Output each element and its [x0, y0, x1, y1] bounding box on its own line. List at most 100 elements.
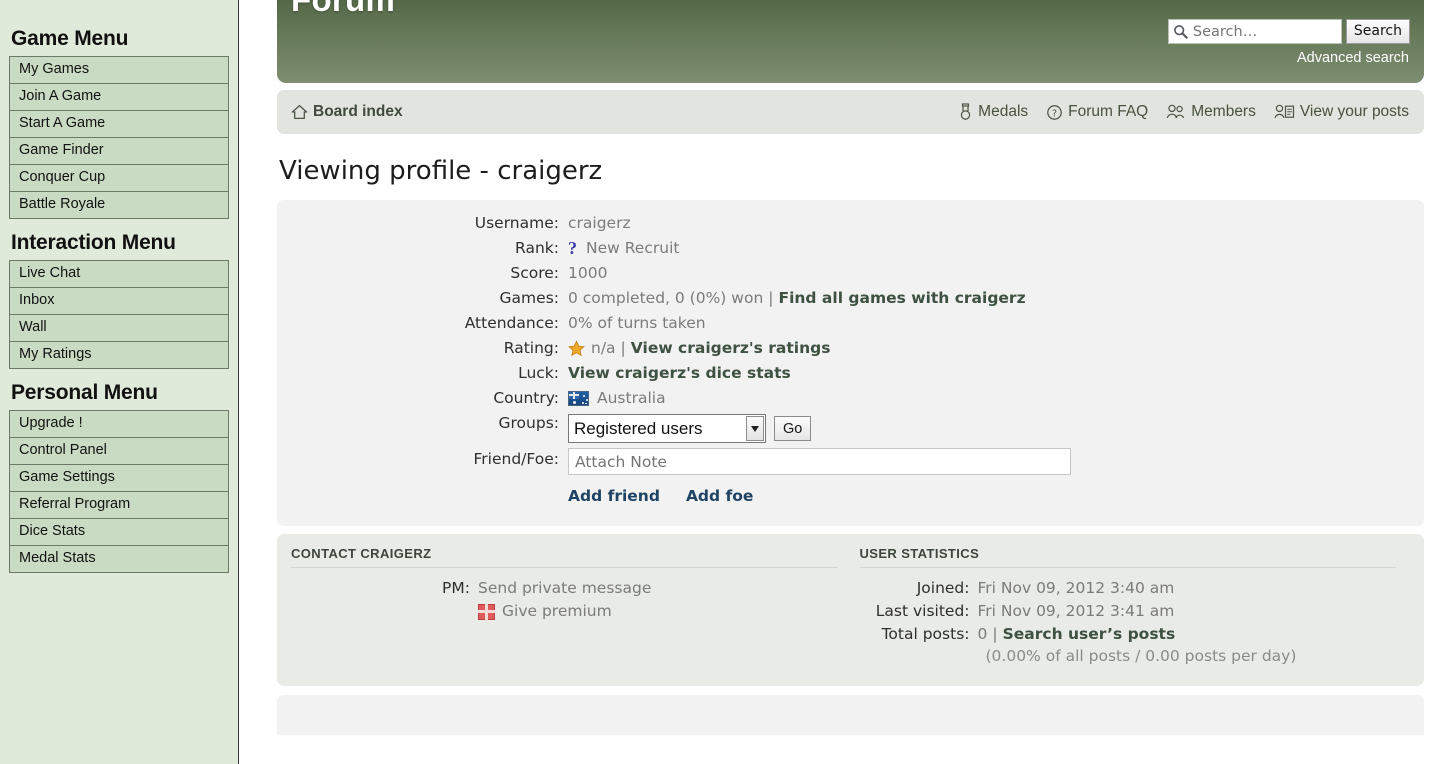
members-icon — [1166, 104, 1186, 120]
groups-select-box[interactable]: Registered users — [568, 414, 766, 443]
profile-value-rank: ? New Recruit — [568, 237, 679, 259]
nav-item-medals[interactable]: Medals — [958, 103, 1028, 121]
advanced-search-link[interactable]: Advanced search — [1296, 50, 1409, 66]
profile-row-username: Username: craigerz — [295, 212, 1406, 234]
profile-label-score: Score: — [510, 264, 559, 282]
forum-header: Forum Search Advanced search — [277, 0, 1424, 83]
add-friend-link[interactable]: Add friend — [568, 487, 660, 505]
view-dice-stats-link[interactable]: View craigerz's dice stats — [568, 364, 791, 382]
give-premium-link[interactable]: Give premium — [502, 602, 612, 620]
nav-item-view-your-posts[interactable]: View your posts — [1274, 103, 1409, 121]
find-all-games-link[interactable]: Find all games with craigerz — [778, 289, 1026, 307]
sidebar-item-start-a-game[interactable]: Start A Game — [10, 111, 228, 138]
contact-label-pm: PM: — [442, 579, 470, 597]
search-user-posts-link[interactable]: Search user’s posts — [1002, 625, 1176, 643]
sidebar-item-game-finder[interactable]: Game Finder — [10, 138, 228, 165]
navbar-right: Medals ? Forum FAQ — [940, 103, 1409, 121]
search-box[interactable] — [1167, 19, 1342, 44]
sidebar-item-live-chat[interactable]: Live Chat — [10, 261, 228, 288]
sidebar-item-referral-program[interactable]: Referral Program — [10, 492, 228, 519]
sidebar-item-my-ratings[interactable]: My Ratings — [10, 342, 228, 368]
sidebar-item-my-games[interactable]: My Games — [10, 57, 228, 84]
question-icon: ? — [1046, 104, 1063, 121]
sidebar-top-clipped-row — [0, 0, 238, 8]
add-foe-link[interactable]: Add foe — [685, 487, 754, 505]
profile-value-score: 1000 — [568, 264, 608, 282]
nav-item-forum-faq-label: Forum FAQ — [1068, 103, 1149, 120]
profile-row-groups: Groups: Registered users Go — [295, 412, 1406, 445]
sidebar-section-interaction-menu: Interaction Menu Live Chat Inbox Wall My… — [0, 231, 238, 369]
sidebar-item-wall[interactable]: Wall — [10, 315, 228, 342]
profile-label-username: Username: — [474, 214, 559, 232]
profile-value-groups: Registered users Go — [568, 412, 812, 445]
profile-row-friendfoe: Friend/Foe: — [295, 448, 1406, 475]
svg-text:?: ? — [1052, 108, 1057, 119]
profile-row-games: Games: 0 completed, 0 (0%) won | Find al… — [295, 287, 1406, 309]
groups-go-button[interactable]: Go — [774, 416, 812, 441]
navbar-left: Board index — [291, 103, 420, 121]
sidebar-item-join-a-game[interactable]: Join A Game — [10, 84, 228, 111]
profile-country-label: Australia — [597, 389, 666, 407]
search-input[interactable] — [1192, 20, 1341, 43]
send-private-message-link[interactable]: Send private message — [478, 579, 652, 597]
sidebar-item-medal-stats[interactable]: Medal Stats — [10, 546, 228, 572]
profile-label-attendance: Attendance: — [464, 314, 559, 332]
view-ratings-link[interactable]: View craigerz's ratings — [630, 339, 831, 357]
navbar: Board index Medals — [277, 90, 1424, 134]
nav-item-forum-faq[interactable]: ? Forum FAQ — [1046, 103, 1148, 121]
profile-row-country: Country: Australia — [295, 387, 1406, 409]
australia-flag-icon — [568, 390, 589, 406]
profile-label-groups: Groups: — [498, 414, 560, 432]
sidebar-list-game-menu: My Games Join A Game Start A Game Game F… — [9, 56, 229, 219]
search-area: Search — [1167, 19, 1410, 44]
statistics-label-last-visited: Last visited: — [875, 602, 970, 620]
statistics-row-joined: Joined: Fri Nov 09, 2012 3:40 am — [860, 578, 1397, 599]
sidebar-item-game-settings[interactable]: Game Settings — [10, 465, 228, 492]
posts-icon — [1274, 104, 1295, 120]
page-title: Viewing profile - craigerz — [279, 156, 603, 186]
total-posts-count: 0 — [977, 625, 988, 643]
nav-item-board-index[interactable]: Board index — [291, 103, 403, 121]
sidebar-list-personal-menu: Upgrade ! Control Panel Game Settings Re… — [9, 410, 229, 573]
profile-row-friend-actions: Add friend Add foe — [295, 485, 1406, 507]
profile-label-rating: Rating: — [503, 339, 559, 357]
profile-label-games: Games: — [499, 289, 559, 307]
sidebar-item-dice-stats[interactable]: Dice Stats — [10, 519, 228, 546]
sidebar-heading-interaction-menu: Interaction Menu — [11, 231, 176, 254]
main-content: Forum Search Advanced search — [239, 0, 1438, 764]
gift-icon — [478, 603, 495, 621]
next-panel-clipped — [277, 695, 1424, 735]
profile-row-rating: Rating: n/a | View craigerz's ratings — [295, 337, 1406, 359]
contact-statistics-panel: CONTACT CRAIGERZ PM: Send private messag… — [277, 534, 1424, 686]
attach-note-input[interactable] — [568, 448, 1071, 475]
profile-rating-separator: | — [620, 339, 626, 357]
sidebar-section-game-menu: Game Menu My Games Join A Game Start A G… — [0, 27, 238, 219]
profile-label-luck: Luck: — [518, 364, 559, 382]
sidebar-heading-personal-menu: Personal Menu — [11, 381, 158, 404]
sidebar-list-interaction-menu: Live Chat Inbox Wall My Ratings — [9, 260, 229, 369]
profile-value-games: 0 completed, 0 (0%) won | Find all games… — [568, 287, 1026, 309]
sidebar-item-inbox[interactable]: Inbox — [10, 288, 228, 315]
star-icon — [568, 339, 585, 357]
contact-column: CONTACT CRAIGERZ PM: Send private messag… — [291, 546, 850, 672]
sidebar-item-upgrade[interactable]: Upgrade ! — [10, 411, 228, 438]
nav-item-medals-label: Medals — [978, 103, 1029, 120]
sidebar-item-conquer-cup[interactable]: Conquer Cup — [10, 165, 228, 192]
contact-row-premium: Give premium — [291, 601, 838, 622]
profile-value-friendfoe — [568, 448, 1071, 475]
nav-item-members-label: Members — [1191, 103, 1256, 120]
nav-item-members[interactable]: Members — [1166, 103, 1256, 121]
search-button[interactable]: Search — [1345, 19, 1410, 44]
profile-label-rank: Rank: — [515, 239, 559, 257]
sidebar-item-control-panel[interactable]: Control Panel — [10, 438, 228, 465]
total-posts-separator: | — [992, 625, 998, 643]
statistics-value-last-visited: Fri Nov 09, 2012 3:41 am — [977, 602, 1175, 620]
give-premium-row[interactable]: Give premium — [478, 601, 612, 622]
sidebar-item-battle-royale[interactable]: Battle Royale — [10, 192, 228, 218]
sidebar-section-personal-menu: Personal Menu Upgrade ! Control Panel Ga… — [0, 381, 238, 573]
profile-rating-text: n/a — [591, 339, 616, 357]
groups-select[interactable]: Registered users — [568, 414, 766, 443]
profile-rank-label: New Recruit — [586, 239, 680, 257]
profile-games-text: 0 completed, 0 (0%) won — [568, 289, 764, 307]
